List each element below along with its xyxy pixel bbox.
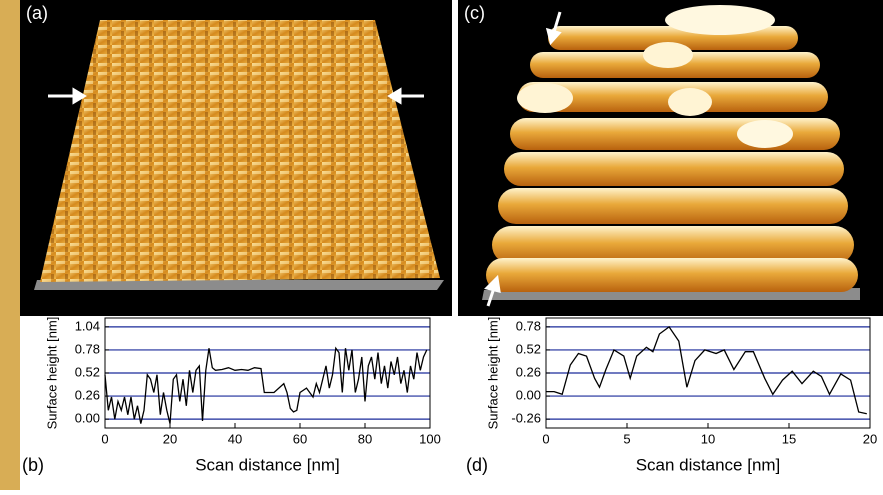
surface-a [40, 20, 440, 282]
y-tick-label: 0.26 [75, 388, 100, 403]
x-axis-label: Scan distance [nm] [195, 455, 340, 474]
profile-line [546, 327, 867, 414]
base-a [34, 280, 444, 290]
panel-label: (d) [466, 455, 488, 475]
y-axis-label: Surface height [nm] [485, 317, 500, 430]
x-axis-label: Scan distance [nm] [636, 455, 781, 474]
x-tick-label: 0 [101, 431, 108, 446]
y-tick-label: 0.78 [75, 341, 100, 356]
x-tick-label: 40 [228, 431, 242, 446]
x-tick-label: 20 [863, 431, 877, 446]
y-tick-label: -0.26 [511, 411, 541, 426]
y-axis-label: Surface height [nm] [44, 317, 59, 430]
panel-label: (a) [26, 3, 48, 23]
y-tick-label: 0.52 [75, 364, 100, 379]
x-tick-label: 5 [623, 431, 630, 446]
border [0, 0, 20, 490]
profile-line [105, 348, 427, 423]
x-tick-label: 80 [358, 431, 372, 446]
y-tick-label: 1.04 [75, 318, 100, 333]
x-tick-label: 15 [782, 431, 796, 446]
panel-label: (b) [22, 455, 44, 475]
x-tick-label: 60 [293, 431, 307, 446]
x-tick-label: 100 [419, 431, 441, 446]
y-tick-label: 0.00 [516, 388, 541, 403]
x-tick-label: 10 [701, 431, 715, 446]
y-tick-label: 0.78 [516, 318, 541, 333]
page: (a) (c) 0.000.260.520.781.04020406080100… [0, 0, 883, 490]
y-tick-label: 0.26 [516, 364, 541, 379]
panel-label: (c) [464, 3, 485, 23]
x-tick-label: 20 [163, 431, 177, 446]
figure: (a) (c) 0.000.260.520.781.04020406080100… [0, 0, 883, 490]
y-tick-label: 0.52 [516, 341, 541, 356]
y-tick-label: 0.00 [75, 411, 100, 426]
x-tick-label: 0 [542, 431, 549, 446]
